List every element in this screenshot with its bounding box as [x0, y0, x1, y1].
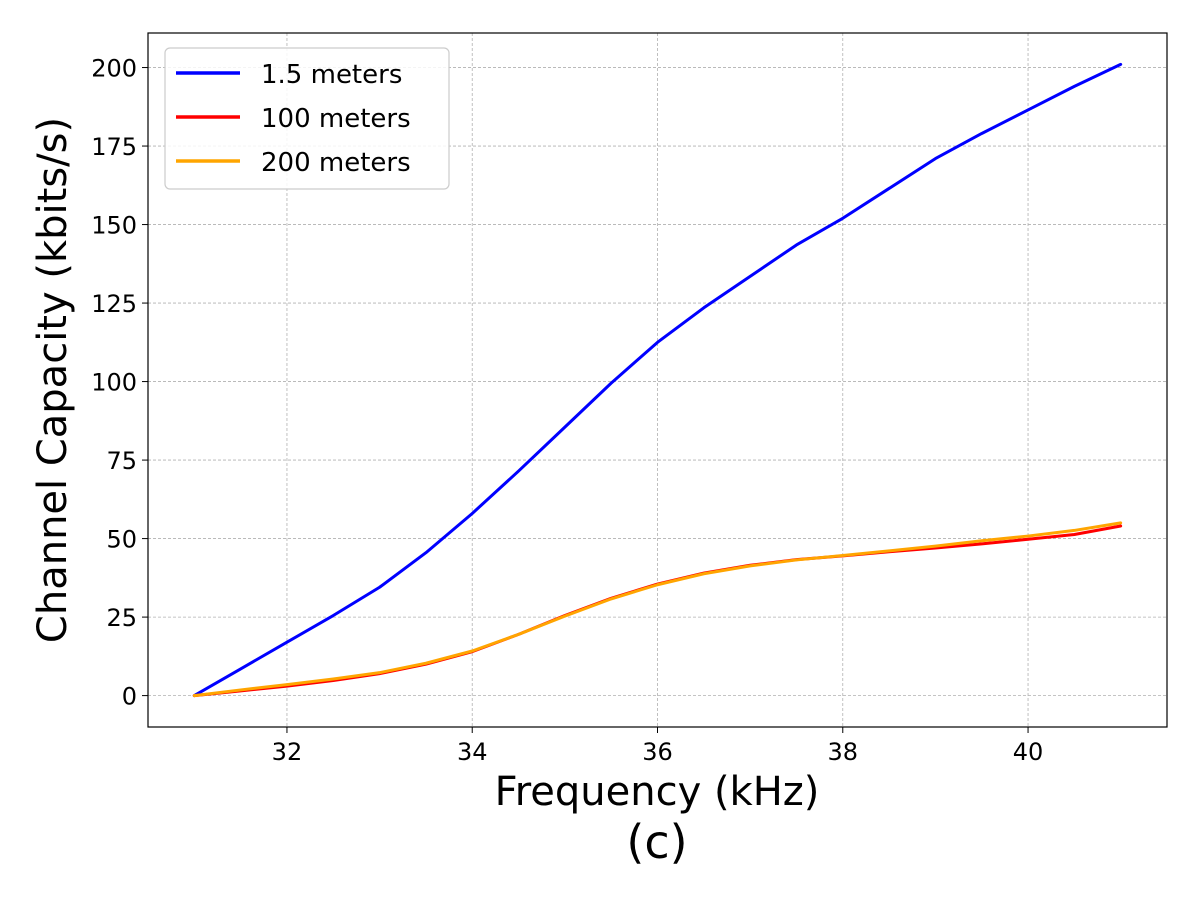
y-tick-label: 0: [122, 683, 137, 711]
y-tick-label: 100: [91, 369, 137, 397]
y-tick-label: 125: [91, 290, 137, 318]
legend: 1.5 meters 100 meters 200 meters: [164, 47, 450, 190]
x-tick-label: 32: [272, 738, 303, 766]
legend-box: [164, 47, 450, 190]
x-tick-label: 40: [1013, 738, 1044, 766]
y-tick-label: 200: [91, 55, 137, 83]
y-tick-label: 175: [91, 133, 137, 161]
x-axis-label: Frequency (kHz): [495, 769, 820, 815]
y-tick-label: 50: [106, 526, 137, 554]
series-line-200-meters: [192, 521, 1123, 698]
legend-label-100-meters: 100 meters: [261, 104, 411, 134]
series-group: [192, 62, 1123, 698]
y-tick-label: 25: [106, 604, 137, 632]
series-line-1-5-meters: [192, 62, 1123, 698]
y-axis-label: Channel Capacity (kbits/s): [30, 117, 76, 643]
y-tick-label: 75: [106, 447, 137, 475]
x-tick-label: 36: [642, 738, 673, 766]
x-tick-label: 34: [457, 738, 488, 766]
legend-label-200-meters: 200 meters: [261, 148, 411, 178]
axis-ticks: 32 34 36 38 40 0 25 50 75 100 125 150 175 200: [91, 55, 1043, 766]
y-tick-label: 150: [91, 212, 137, 240]
legend-label-1-5-meters: 1.5 meters: [261, 60, 402, 90]
x-tick-label: 38: [827, 738, 858, 766]
figure-caption: (c): [626, 815, 687, 869]
